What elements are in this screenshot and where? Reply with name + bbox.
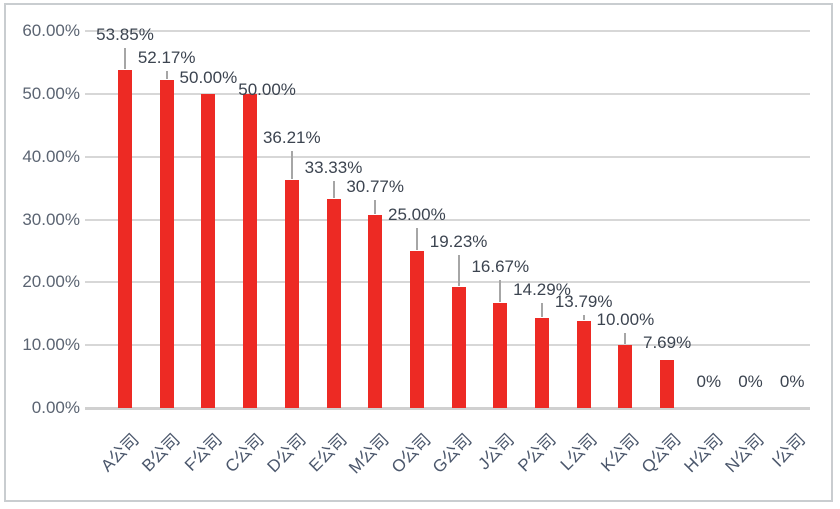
x-axis-category-label: J公司 bbox=[474, 430, 518, 474]
bar-data-label: 25.00% bbox=[388, 204, 446, 224]
x-axis-category-label: O公司 bbox=[387, 430, 435, 477]
bar-data-label: 19.23% bbox=[429, 232, 488, 252]
x-axis-category-label: L公司 bbox=[556, 430, 602, 475]
bar-data-label: 50.00% bbox=[238, 79, 296, 99]
x-axis-category-label: G公司 bbox=[429, 430, 477, 477]
gridline bbox=[85, 281, 810, 284]
x-axis-category-label: B公司 bbox=[138, 430, 185, 476]
x-axis-category-label: H公司 bbox=[680, 430, 727, 477]
bar-data-label: 0% bbox=[738, 372, 763, 391]
x-axis-category-label: P公司 bbox=[513, 430, 560, 476]
bar bbox=[284, 180, 299, 408]
y-axis-tick-label: 20.00% bbox=[22, 272, 80, 292]
bar-data-label: 7.69% bbox=[642, 332, 692, 352]
data-label-leader-line bbox=[332, 180, 335, 198]
bar-data-label: 14.29% bbox=[513, 280, 571, 300]
bar-data-label: 53.85% bbox=[96, 24, 154, 44]
gridline bbox=[85, 92, 810, 95]
x-axis-category-label: A公司 bbox=[96, 430, 143, 476]
bar-data-label: 0% bbox=[779, 372, 805, 391]
x-axis-category-label: M公司 bbox=[345, 430, 393, 478]
bar-data-label: 0% bbox=[696, 372, 722, 391]
data-label-leader-line bbox=[624, 333, 627, 345]
bar-data-label: 16.67% bbox=[471, 257, 530, 277]
gridline bbox=[85, 344, 810, 347]
x-axis-category-label: N公司 bbox=[721, 430, 768, 477]
bar bbox=[535, 318, 549, 408]
bar bbox=[201, 93, 216, 408]
data-label-leader-line bbox=[165, 71, 168, 80]
data-label-leader-line bbox=[582, 315, 585, 321]
bar bbox=[409, 250, 424, 408]
y-axis-tick-label: 10.00% bbox=[22, 335, 80, 355]
x-axis-category-label: K公司 bbox=[597, 430, 643, 476]
bar-data-label: 30.77% bbox=[346, 176, 405, 196]
gridline bbox=[85, 30, 810, 32]
data-label-leader-line bbox=[124, 47, 126, 69]
data-label-leader-line bbox=[499, 280, 502, 303]
x-axis-category-label: E公司 bbox=[305, 430, 351, 476]
data-label-leader-line bbox=[290, 151, 293, 180]
y-axis-tick-label: 40.00% bbox=[22, 146, 80, 166]
x-axis-category-label: D公司 bbox=[263, 430, 310, 477]
bar-data-label: 36.21% bbox=[262, 128, 321, 148]
bar bbox=[493, 303, 508, 408]
x-axis-category-label: Q公司 bbox=[637, 430, 685, 477]
data-label-leader-line bbox=[374, 199, 377, 214]
bar-data-label: 52.17% bbox=[137, 48, 196, 68]
gridline bbox=[85, 155, 810, 158]
bar-data-label: 50.00% bbox=[179, 67, 238, 87]
data-label-leader-line bbox=[415, 227, 418, 250]
bar bbox=[326, 198, 341, 408]
y-axis-tick-label: 50.00% bbox=[22, 83, 80, 103]
bar bbox=[618, 345, 633, 408]
x-axis-category-label: I公司 bbox=[768, 430, 810, 471]
x-axis-category-label: F公司 bbox=[181, 430, 226, 475]
y-axis-tick-label: 0.00% bbox=[31, 398, 80, 417]
x-axis-category-label: C公司 bbox=[221, 430, 268, 477]
data-label-leader-line bbox=[457, 255, 460, 287]
bar-data-label: 10.00% bbox=[596, 310, 655, 330]
gridline bbox=[85, 218, 810, 221]
bar bbox=[243, 93, 258, 408]
x-axis-line bbox=[85, 407, 810, 410]
bar bbox=[368, 214, 383, 408]
bar bbox=[451, 287, 466, 408]
bar bbox=[576, 321, 591, 408]
bar-data-label: 33.33% bbox=[304, 157, 363, 177]
y-axis-tick-label: 60.00% bbox=[22, 21, 80, 40]
y-axis-tick-label: 30.00% bbox=[22, 209, 80, 229]
bar bbox=[660, 359, 675, 408]
bar bbox=[118, 69, 132, 408]
bar bbox=[159, 80, 174, 408]
bar-data-label: 13.79% bbox=[554, 292, 613, 312]
data-label-leader-line bbox=[541, 303, 543, 318]
